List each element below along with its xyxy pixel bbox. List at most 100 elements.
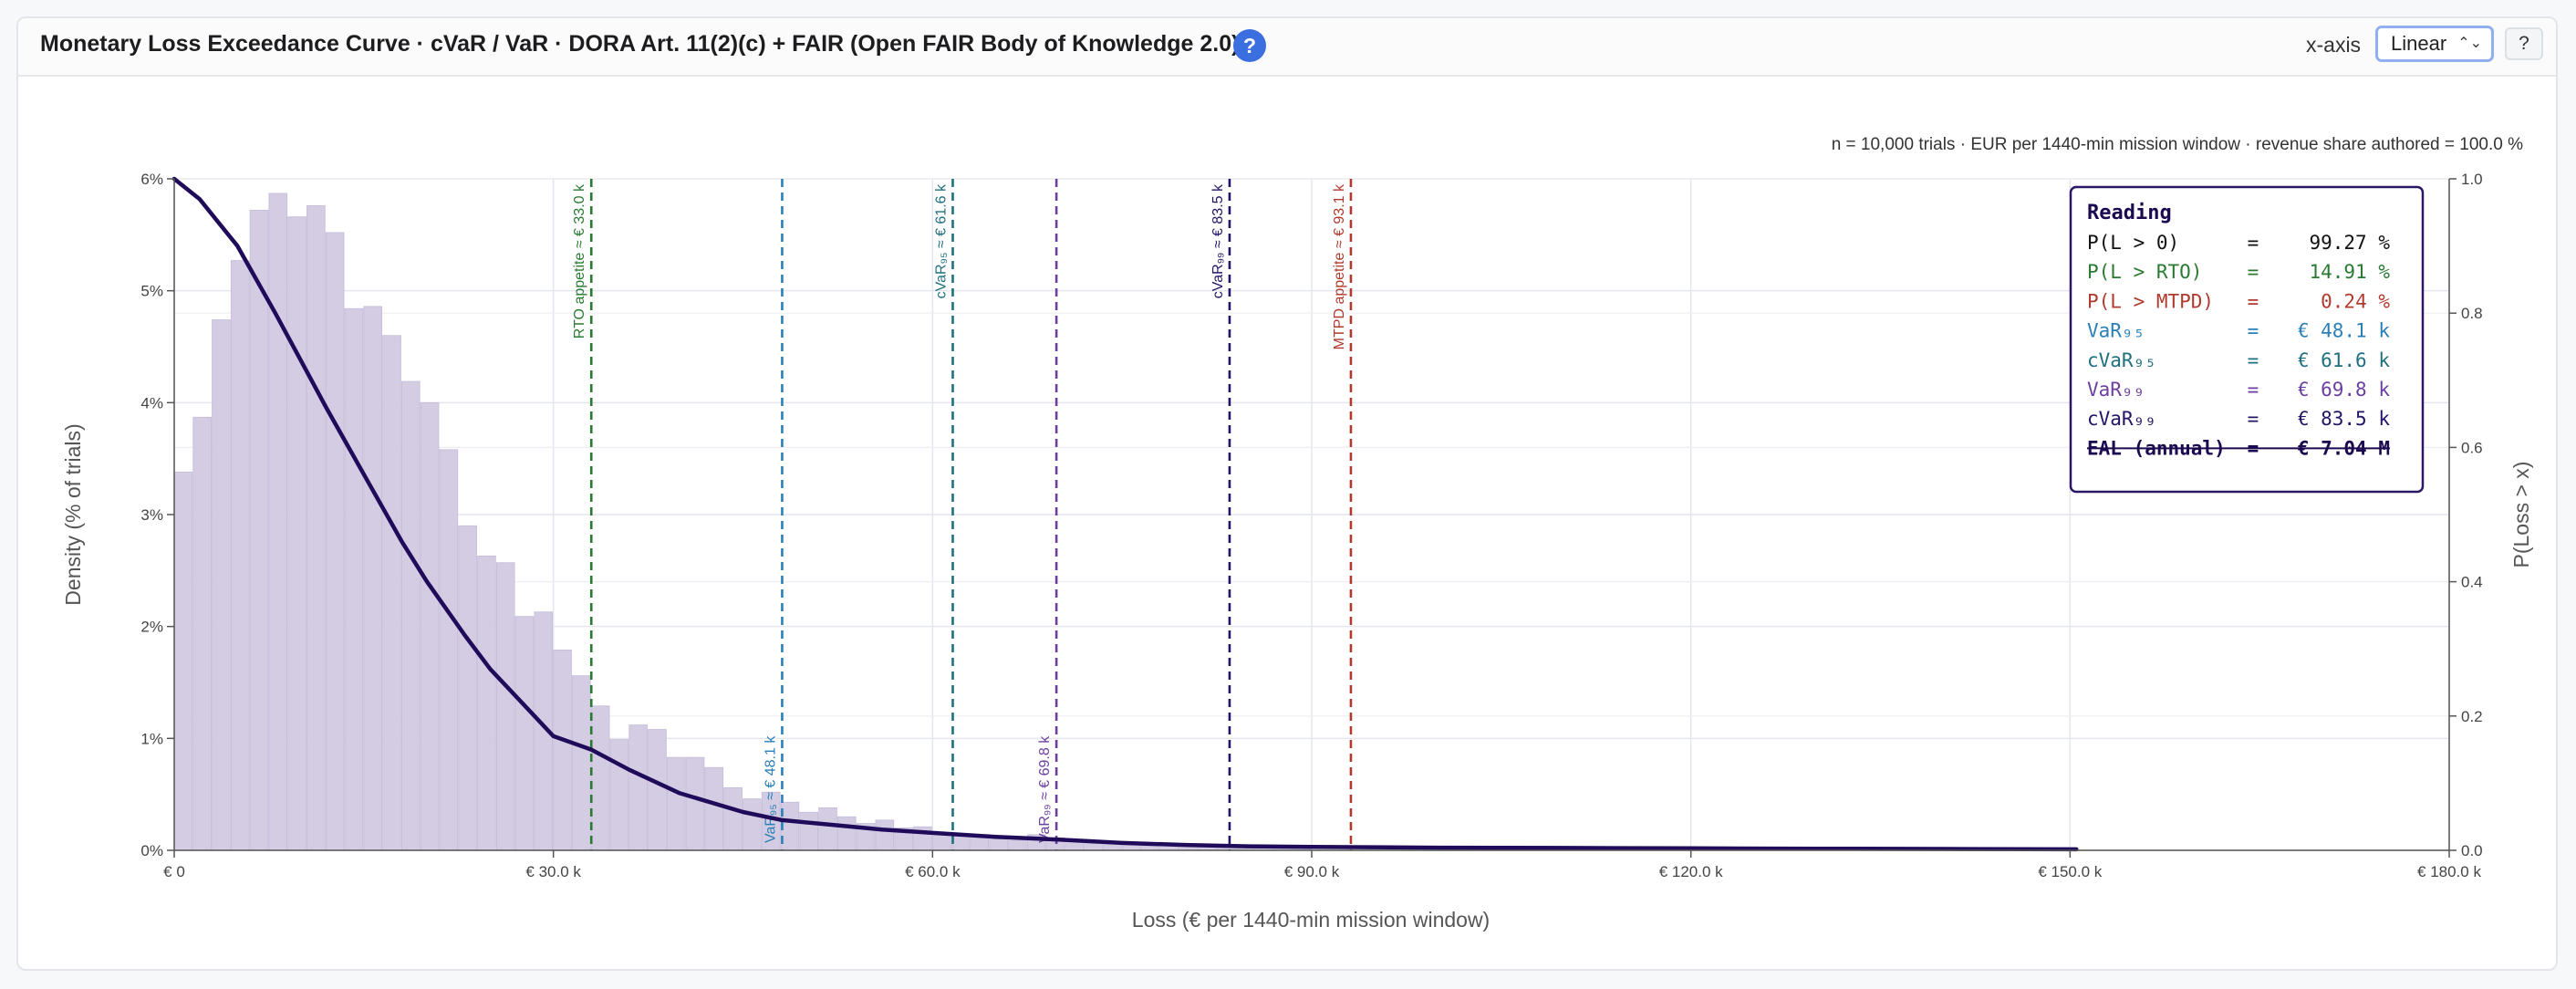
reading-row-equals: = xyxy=(2248,261,2259,283)
histogram-bar xyxy=(799,811,819,851)
y-left-tick-label: 5% xyxy=(140,283,163,300)
y-right-tick-label: 1.0 xyxy=(2461,171,2483,188)
y-left-tick-label: 3% xyxy=(140,506,163,524)
reading-row-label: VaR₉₉ xyxy=(2087,379,2145,401)
histogram-bar xyxy=(306,205,326,851)
histogram-bar xyxy=(325,232,345,851)
y-right-tick-label: 0.4 xyxy=(2461,574,2483,591)
histogram-bar xyxy=(989,838,1008,851)
histogram-bar xyxy=(192,416,212,851)
xaxis-scale-select[interactable]: Linear ⌃⌄ xyxy=(2375,26,2494,62)
reading-row-value: € 61.6 k xyxy=(2298,349,2391,371)
y-left-tick-label: 4% xyxy=(140,394,163,411)
y-left-tick-label: 2% xyxy=(140,619,163,636)
reading-box: Reading P(L > 0) = 99.27 % P(L > RTO) = 14.91 … xyxy=(2069,185,2425,494)
histogram-bar xyxy=(875,819,895,851)
histogram-bar xyxy=(1008,839,1027,851)
histogram-bar xyxy=(249,209,269,851)
reading-row-equals: = xyxy=(2248,290,2259,312)
x-tick-label: € 150.0 k xyxy=(2038,863,2102,880)
y-right-tick-label: 0.6 xyxy=(2461,439,2483,456)
reading-row-value: € 69.8 k xyxy=(2298,379,2391,401)
y-left-tick-label: 1% xyxy=(140,730,163,747)
histogram-bar xyxy=(344,307,364,851)
reading-row-equals: = xyxy=(2248,379,2259,401)
reading-row-equals: = xyxy=(2248,408,2259,430)
reading-row-label: P(L > MTPD) xyxy=(2087,290,2214,312)
trials-note: n = 10,000 trials · EUR per 1440-min mis… xyxy=(1832,135,2523,154)
histogram-bar xyxy=(609,739,629,851)
histogram-bar xyxy=(553,650,572,851)
x-tick-label: € 180.0 k xyxy=(2417,863,2481,880)
histogram-bar xyxy=(287,216,306,851)
threshold-label: cVaR₉₉ ≈ € 83.5 k xyxy=(1210,183,1226,298)
histogram-bar xyxy=(420,401,440,851)
reading-row-label: cVaR₉₅ xyxy=(2087,349,2156,371)
chart-title: Monetary Loss Exceedance Curve · cVaR / … xyxy=(40,31,1240,57)
exceedance-curve xyxy=(171,176,2079,852)
reading-row-equals: = xyxy=(2248,320,2259,342)
histogram-bar xyxy=(818,807,837,851)
help-button[interactable]: ? xyxy=(2505,27,2543,60)
reading-row-value: € 48.1 k xyxy=(2298,320,2391,342)
reading-row-label: P(L > 0) xyxy=(2087,232,2179,254)
histogram-bar xyxy=(666,756,686,851)
histogram-bar xyxy=(514,616,535,851)
reading-row-value: € 83.5 k xyxy=(2298,408,2391,430)
histogram-bar xyxy=(1121,844,1141,851)
reading-box-frame xyxy=(2069,185,2425,494)
reading-row-label: cVaR₉₉ xyxy=(2087,408,2156,430)
threshold-label: VaR₉₅ ≈ € 48.1 k xyxy=(763,735,778,843)
threshold-label: VaR₉₉ ≈ € 69.8 k xyxy=(1037,735,1053,843)
xaxis-scale-value: Linear xyxy=(2391,32,2447,55)
histogram-bar xyxy=(212,319,231,851)
histogram-bar xyxy=(458,525,477,851)
y-right-tick-label: 0.8 xyxy=(2461,305,2483,322)
histogram-bar xyxy=(1084,843,1103,851)
y-left-tick-label: 0% xyxy=(140,842,163,859)
reading-row-label: P(L > RTO) xyxy=(2087,261,2202,283)
y-left-tick-label: 6% xyxy=(140,171,163,188)
updown-chevron-icon: ⌃⌄ xyxy=(2457,36,2482,51)
y-axis-left-title: Density (% of trials) xyxy=(61,423,85,605)
histogram-bar xyxy=(572,675,591,851)
x-tick-label: € 30.0 k xyxy=(525,863,581,880)
histogram-bar xyxy=(704,766,724,851)
histogram-bar xyxy=(837,816,857,851)
histogram-bar xyxy=(230,260,250,851)
threshold-lines: RTO appetite ≈ € 33.0 k VaR₉₅ ≈ € 48.1 k c… xyxy=(572,179,1353,850)
x-tick-label: € 120.0 k xyxy=(1659,863,1723,880)
histogram-bar xyxy=(743,798,762,851)
axes: € 0 € 30.0 k € 60.0 k € 90.0 k € 120.0 k € 15… xyxy=(140,171,2482,880)
histogram-bar xyxy=(495,562,515,851)
histogram-bar xyxy=(363,306,383,851)
reading-row-label: VaR₉₅ xyxy=(2087,320,2145,342)
x-tick-label: € 0 xyxy=(163,863,185,880)
histogram-bar xyxy=(628,724,648,851)
reading-row-value: 0.24 % xyxy=(2321,290,2390,312)
threshold-label: RTO appetite ≈ € 33.0 k xyxy=(572,183,587,338)
x-tick-label: € 60.0 k xyxy=(905,863,961,880)
histogram-bar xyxy=(590,705,610,851)
x-axis-title: Loss (€ per 1440-min mission window) xyxy=(1132,908,1490,932)
histogram-bar xyxy=(780,801,800,851)
y-right-tick-label: 0.2 xyxy=(2461,708,2483,725)
help-icon[interactable]: ? xyxy=(1233,29,1266,62)
y-right-tick-label: 0.0 xyxy=(2461,842,2483,859)
reading-row-equals: = xyxy=(2248,349,2259,371)
histogram-bar xyxy=(382,335,401,851)
histogram-bar xyxy=(439,449,459,851)
histogram-bar xyxy=(685,756,705,851)
exceedance-curve-layer xyxy=(171,176,2079,852)
histogram-bar xyxy=(931,833,951,851)
histogram-bar xyxy=(648,729,667,851)
x-tick-label: € 90.0 k xyxy=(1284,863,1340,880)
histogram-bar xyxy=(268,193,288,851)
reading-row-value: 14.91 % xyxy=(2309,261,2390,283)
threshold-label: MTPD appetite ≈ € 93.1 k xyxy=(1332,183,1347,349)
reading-row-equals: = xyxy=(2248,232,2259,254)
histogram-bar xyxy=(173,471,193,851)
y-axis-right-title: P(Loss > x) xyxy=(2509,462,2533,568)
histogram-bar xyxy=(400,380,421,851)
panel-header: Monetary Loss Exceedance Curve · cVaR / … xyxy=(18,18,2556,77)
